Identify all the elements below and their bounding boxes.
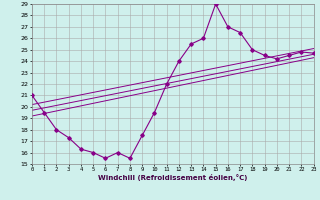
X-axis label: Windchill (Refroidissement éolien,°C): Windchill (Refroidissement éolien,°C): [98, 174, 247, 181]
